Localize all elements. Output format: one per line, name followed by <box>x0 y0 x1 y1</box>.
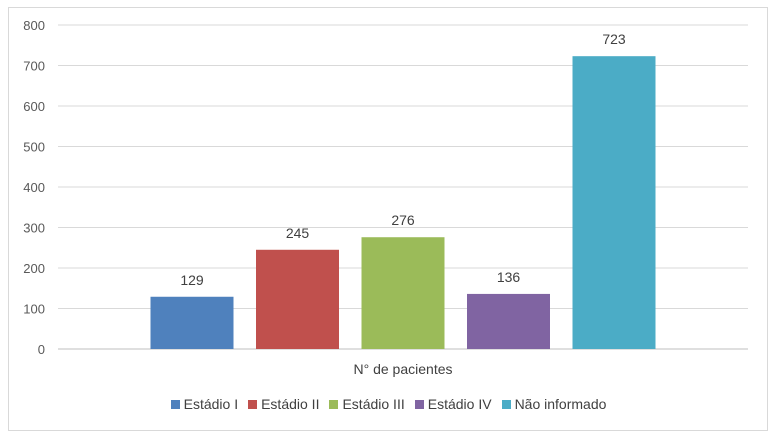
legend-item: Estádio III <box>329 396 405 412</box>
legend-label: Estádio III <box>342 396 405 412</box>
legend-label: Estádio I <box>183 396 239 412</box>
legend-swatch <box>501 400 511 409</box>
x-category-label: N° de pacientes <box>354 361 453 377</box>
bar <box>572 56 656 350</box>
y-tick-label: 300 <box>23 221 45 236</box>
y-tick-label: 400 <box>23 180 45 195</box>
legend-item: Estádio I <box>170 396 239 412</box>
y-tick-label: 600 <box>23 99 45 114</box>
legend-item: Não informado <box>501 396 607 412</box>
data-label: 245 <box>286 225 310 241</box>
legend-item: Estádio IV <box>414 396 492 412</box>
legend-swatch <box>248 400 258 409</box>
y-tick-label: 0 <box>38 342 45 357</box>
y-tick-label: 100 <box>23 302 45 317</box>
y-tick-label: 700 <box>23 59 45 74</box>
bar <box>256 249 339 349</box>
bar <box>150 296 234 349</box>
bar <box>467 293 550 349</box>
data-label: 129 <box>180 272 204 288</box>
legend-label: Estádio II <box>261 396 320 412</box>
legend-swatch <box>329 400 339 409</box>
y-tick-label: 200 <box>23 261 45 276</box>
data-label: 723 <box>602 31 626 47</box>
chart-legend: Estádio I Estádio II Estádio III Estádio IV… <box>0 396 777 412</box>
data-label: 276 <box>391 212 415 228</box>
y-tick-label: 500 <box>23 140 45 155</box>
legend-label: Não informado <box>514 396 607 412</box>
data-label: 136 <box>497 269 521 285</box>
legend-label: Estádio IV <box>427 396 492 412</box>
legend-swatch <box>170 400 180 409</box>
y-tick-label: 800 <box>23 18 45 33</box>
legend-item: Estádio II <box>248 396 319 412</box>
legend-swatch <box>414 400 424 409</box>
bar <box>361 237 445 349</box>
